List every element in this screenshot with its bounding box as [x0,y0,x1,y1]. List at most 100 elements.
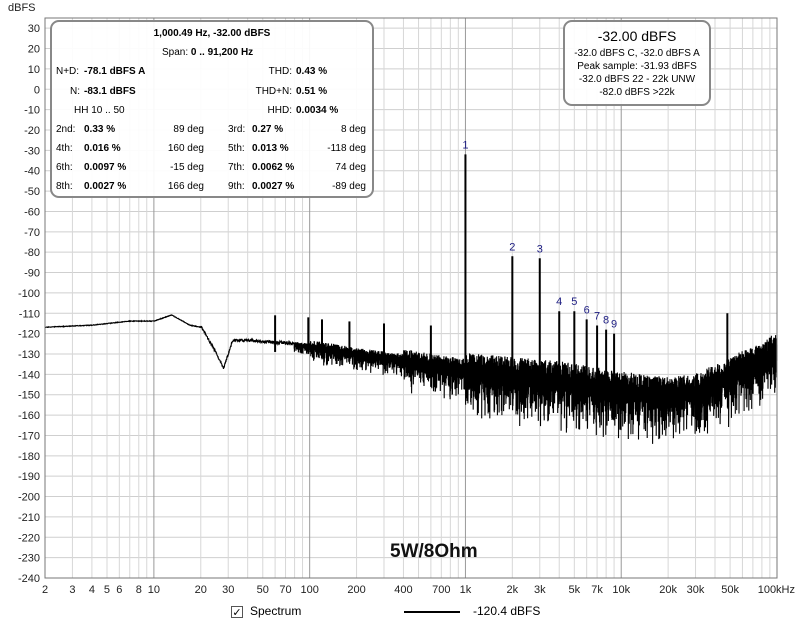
y-tick-label: -60 [24,206,40,218]
y-tick-label: -80 [24,247,40,259]
x-tick-label: 2k [507,584,519,596]
y-tick-label: -210 [18,512,40,524]
x-tick-label: 10 [148,584,160,596]
spectrum-checkbox-label[interactable]: Spectrum [250,604,302,618]
n-value: -83.1 dBFS [84,86,136,97]
legend-value: -120.4 dBFS [473,604,541,618]
harmonic-label: 8 [603,315,609,327]
span-text: Span: [162,47,189,58]
nd-label: N+D: [56,66,80,77]
x-tick-label: 6 [116,584,122,596]
h7-pct: 0.0062 % [252,162,295,173]
y-axis-label: dBFS [8,2,36,14]
legend-line-swatch [404,611,460,613]
h7-name: 7th: [228,162,245,173]
h6-name: 6th: [56,162,73,173]
y-tick-label: -240 [18,573,40,585]
n-label: N: [70,86,80,97]
y-tick-label: -130 [18,349,40,361]
span-value: 0 .. 91,200 Hz [190,47,254,58]
h4-pct: 0.016 % [84,143,121,154]
h8-deg: 166 deg [167,181,204,192]
span-label: Span: 0 .. 91,200 Hz [162,47,253,58]
peak-line-4: -82.0 dBFS >22k [599,87,675,98]
h9-pct: 0.0027 % [252,181,295,192]
y-tick-label: -200 [18,492,40,504]
x-tick-label: 50 [257,584,269,596]
h5-pct: 0.013 % [252,143,289,154]
plot-frame [44,17,778,579]
harmonic-label: 4 [556,296,562,308]
x-tick-label: 4 [89,584,95,596]
h4-name: 4th: [56,143,73,154]
x-axis-ticks: 2 3 4 5 6 8 10 20 30 50 70 100 200 400 700 1k 2k 3k 5k 7k 10… [42,584,795,596]
y-tick-label: -70 [24,227,40,239]
x-tick-label: 70 [279,584,291,596]
x-tick-label: 2 [42,584,48,596]
peak-panel[interactable]: -32.00 dBFS -32.0 dBFS C, -32.0 dBFS A P… [563,20,711,106]
stats-panel[interactable]: 1,000.49 Hz, -32.00 dBFS Span: 0 .. 91,2… [50,20,374,198]
spectrum-trace [44,154,778,444]
x-tick-label: 20 [195,584,207,596]
harmonic-label: 9 [611,319,617,331]
h3-pct: 0.27 % [252,124,284,135]
y-tick-label: -160 [18,410,40,422]
spectrum-checkbox[interactable]: ✓ [231,606,243,619]
spectrum-line [44,314,778,444]
h3-name: 3rd: [228,124,246,135]
h8-name: 8th: [56,181,73,192]
nd-value: -78.1 dBFS A [84,66,146,77]
h4-deg: 160 deg [167,143,204,154]
x-tick-label: 30 [222,584,234,596]
harmonic-label: 3 [537,243,543,255]
x-tick-label: 8 [136,584,142,596]
y-tick-label: 20 [28,44,40,56]
chart-annotation: 5W/8Ohm [390,541,478,562]
y-axis-ticks: 30 20 10 0 -10 -20 -30 -40 -50 -60 -70 -80 -90 -100 -1… [18,23,40,585]
x-tick-label: 400 [394,584,412,596]
x-tick-label: 30k [687,584,705,596]
x-tick-label: 50k [721,584,739,596]
y-tick-label: -140 [18,369,40,381]
x-tick-label: 100kHz [758,584,795,596]
h6-pct: 0.0097 % [84,162,127,173]
y-tick-label: -170 [18,430,40,442]
y-tick-label: -110 [19,308,40,320]
peak-line-1: -32.0 dBFS C, -32.0 dBFS A [574,48,700,59]
h5-deg: -118 deg [327,143,366,154]
x-tick-label: 5k [569,584,581,596]
y-tick-label: 0 [34,84,40,96]
x-tick-label: 20k [659,584,677,596]
y-tick-label: -230 [18,553,40,565]
y-tick-label: 10 [28,64,40,76]
thd-label: THD: [268,66,292,77]
y-tick-label: -100 [18,288,40,300]
hhd-label: HHD: [267,105,292,116]
h2-name: 2nd: [56,124,76,135]
harmonic-label: 1 [462,139,468,151]
hh-label: HH 10 .. 50 [74,105,125,116]
y-tick-label: -220 [18,532,40,544]
x-tick-label: 3 [69,584,75,596]
h2-deg: 89 deg [173,124,204,135]
x-tick-label: 1k [460,584,472,596]
h5-name: 5th: [228,143,245,154]
thdn-label: THD+N: [255,86,292,97]
stats-title: 1,000.49 Hz, -32.00 dBFS [153,28,271,39]
x-tick-label: 700 [432,584,450,596]
y-tick-label: -40 [24,166,40,178]
thdn-value: 0.51 % [296,86,328,97]
y-tick-label: -50 [24,186,40,198]
x-tick-label: 5 [104,584,110,596]
harmonic-label: 7 [594,310,600,322]
y-tick-label: -120 [18,329,40,341]
thd-value: 0.43 % [296,66,328,77]
harmonic-label: 6 [584,304,590,316]
harmonic-label: 2 [509,241,515,253]
x-tick-label: 10k [612,584,630,596]
y-tick-label: -20 [24,125,40,137]
harmonic-label: 5 [571,296,577,308]
y-tick-label: -150 [18,390,40,402]
x-tick-label: 100 [300,584,318,596]
peak-line-3: -32.0 dBFS 22 - 22k UNW [578,74,696,85]
